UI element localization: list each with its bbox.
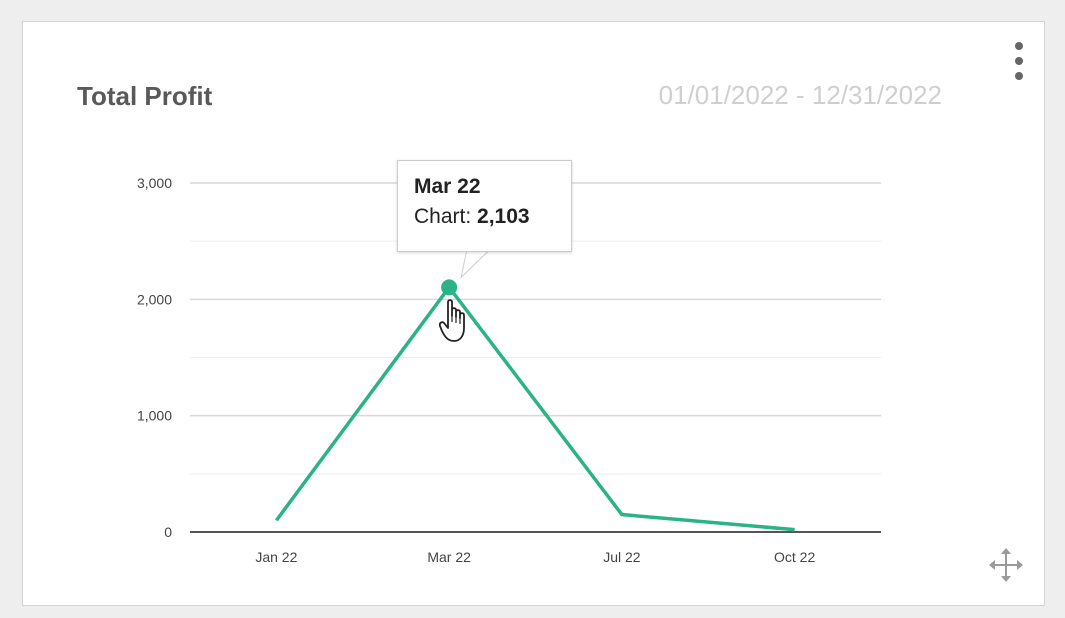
total-profit-widget: Total Profit 01/01/2022 - 12/31/2022 0 1,… (22, 21, 1045, 606)
x-tick-label: Jan 22 (255, 549, 297, 565)
x-tick-label: Mar 22 (427, 549, 471, 565)
x-tick-label: Oct 22 (774, 549, 815, 565)
menu-dot (1015, 57, 1023, 65)
menu-dot (1015, 42, 1023, 50)
x-tick-label: Jul 22 (603, 549, 641, 565)
y-tick-label: 0 (164, 524, 172, 540)
widget-title: Total Profit (77, 81, 213, 111)
chart-tooltip: Mar 22 Chart: 2,103 (397, 160, 572, 252)
y-tick-label: 1,000 (137, 408, 172, 424)
tooltip-category: Mar 22 (414, 175, 481, 198)
hand-cursor-icon (439, 299, 465, 342)
tooltip-value-line: Chart: 2,103 (414, 205, 555, 229)
move-arrows-icon[interactable] (988, 547, 1024, 583)
tooltip-value: 2,103 (477, 205, 530, 228)
date-range-label[interactable]: 01/01/2022 - 12/31/2022 (658, 80, 942, 110)
data-point-highlighted (441, 279, 458, 296)
tooltip-series-label: Chart: (414, 205, 472, 228)
line-chart: 0 1,000 2,000 3,000 Jan 22 Mar 22 Jul 22 Oct 22 (137, 175, 881, 565)
vertical-ellipsis-icon[interactable] (1008, 40, 1030, 82)
menu-dot (1015, 72, 1023, 80)
y-tick-label: 2,000 (137, 291, 172, 307)
series-line (274, 284, 795, 532)
y-tick-label: 3,000 (137, 175, 172, 191)
